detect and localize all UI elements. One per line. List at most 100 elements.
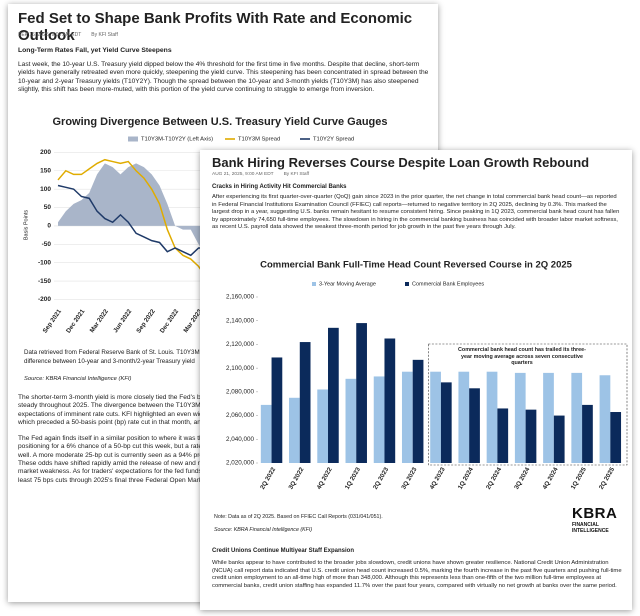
x-tick-label: 2Q 2025: [598, 466, 616, 491]
bar: [543, 372, 554, 463]
text-line: expectations of imminent rate cuts. KFI …: [18, 410, 203, 418]
y-tick-label: 2,020,000: [226, 460, 255, 467]
x-tick-label: Mar 2022: [89, 308, 110, 335]
bar: [356, 323, 367, 463]
bar: [317, 389, 329, 463]
bar: [345, 378, 357, 463]
text-line: steady throughout 2025. The divergence b…: [18, 402, 207, 410]
chart-source: Source: KBRA Financial Intelligence (KFI…: [24, 376, 132, 382]
x-tick-label: Dec 2021: [65, 308, 87, 335]
bar: [497, 408, 509, 463]
y-tick-label: 150: [40, 167, 51, 174]
subheading: Credit Unions Continue Multiyear Staff E…: [212, 548, 355, 554]
bar: [610, 412, 622, 463]
logo: KBRA FINANCIAL INTELLIGENCE: [572, 505, 617, 534]
bar: [271, 357, 283, 463]
area: [58, 163, 222, 260]
subheading: Long-Term Rates Fall, yet Yield Curve St…: [18, 47, 172, 54]
text-line: market weakness. As for traders' expecta…: [18, 468, 202, 476]
bar: [458, 371, 470, 463]
bar: [401, 371, 413, 463]
x-tick-label: Dec 2022: [159, 308, 181, 335]
date: AUG 21, 2025, 9:00 AM EDT: [212, 172, 274, 177]
note-line: Data retrieved from Federal Reserve Bank…: [24, 349, 200, 356]
bar: [260, 404, 272, 463]
x-tick-label: Sep 2022: [135, 308, 157, 335]
bar: [571, 372, 583, 463]
bar: [440, 382, 452, 463]
paragraph: Last week, the 10-year U.S. Treasury yie…: [18, 61, 429, 93]
x-tick-label: 2Q 2023: [372, 466, 390, 491]
text-line: least 75 bps cuts through 2025's final t…: [18, 476, 208, 484]
note-line: difference between 10-year and 3-month/2…: [24, 358, 195, 365]
y-tick-label: 2,060,000: [226, 412, 255, 419]
y-tick-label: 2,120,000: [226, 341, 255, 348]
article-meta: AUG 21, 2025, 9:00 AM EDT By KFI Staff: [212, 172, 319, 177]
paragraph: The Fed again finds itself in a similar …: [18, 435, 208, 485]
x-tick-label: 2Q 2022: [259, 466, 277, 491]
paragraph: The shorter-term 3-month yield is more c…: [18, 394, 208, 427]
y-tick-label: -50: [42, 241, 52, 248]
highlight-box: [428, 343, 628, 466]
line: [57, 184, 223, 262]
article-title: Bank Hiring Reverses Course Despite Loan…: [212, 155, 590, 170]
annotation: Commercial bank head count has trailed i…: [458, 347, 586, 367]
y-tick-label: 2,040,000: [226, 436, 255, 443]
chart-note: Note: Data as of 2Q 2025. Based on FFIEC…: [214, 514, 383, 520]
x-tick-label: 3Q 2022: [287, 466, 305, 491]
paragraph: While banks appear to have contributed t…: [212, 560, 622, 589]
x-tick-label: 4Q 2022: [316, 466, 334, 491]
y-tick-label: -150: [38, 278, 51, 285]
x-tick-label: 2Q 2024: [485, 466, 503, 491]
y-tick-label: 0: [47, 223, 51, 230]
article-title: Fed Set to Shape Bank Profits With Rate …: [18, 10, 413, 44]
bar: [328, 327, 339, 463]
legend-swatch: [128, 136, 138, 142]
x-tick-label: Jun 2022: [112, 308, 133, 335]
legend-swatch: [312, 282, 316, 286]
front-article: Commercial Bank Full-Time Head Count Rev…: [200, 150, 632, 610]
x-tick-label: Sep 2021: [42, 308, 64, 335]
bar: [430, 371, 441, 463]
body-text: The shorter-term 3-month yield is more c…: [18, 394, 208, 493]
x-tick-label: 1Q 2025: [570, 466, 588, 491]
legend-label: T10Y2Y Spread: [313, 137, 354, 143]
y-tick-label: 2,100,000: [226, 365, 255, 372]
subheading: Cracks in Hiring Activity Hit Commercial…: [212, 184, 347, 190]
y-axis-label: Basis Points: [23, 210, 29, 241]
bar: [582, 404, 593, 463]
bar: [553, 415, 565, 463]
chart-note: Data retrieved from Federal Reserve Bank…: [24, 348, 200, 366]
line: [57, 158, 223, 293]
bar: [299, 342, 311, 463]
bar: [469, 388, 480, 463]
bar: [412, 359, 424, 463]
y-tick-label: 2,080,000: [226, 389, 255, 396]
bar: [599, 375, 611, 463]
text-line: The shorter-term 3-month yield is more c…: [18, 394, 205, 401]
bar: [525, 409, 537, 463]
text-line: which preceded a 50-basis point (bp) rat…: [18, 418, 205, 426]
text-line: well. A more moderate 25-bp cut is curre…: [18, 451, 207, 459]
article-meta: SEP 16, 2025, 9:00 AM EDT By KFI Staff: [18, 32, 128, 38]
y-tick-label: 50: [44, 204, 52, 211]
legend-label: 3-Year Moving Average: [319, 281, 376, 287]
text-line: These odds have shifted rapidly amid the…: [18, 460, 204, 468]
chart-title: Growing Divergence Between U.S. Treasury…: [52, 116, 387, 128]
text-line: The Fed again finds itself in a similar …: [18, 435, 203, 443]
headcount-chart: Commercial Bank Full-Time Head Count Rev…: [226, 260, 628, 491]
x-tick-label: 3Q 2023: [400, 466, 418, 491]
author: By KFI Staff: [283, 172, 310, 177]
legend-label: T10Y3M Spread: [238, 137, 280, 143]
chart-title: Commercial Bank Full-Time Head Count Rev…: [260, 260, 573, 271]
y-tick-label: -200: [38, 296, 51, 303]
chart-source: Source: KBRA Financial Intelligence (KFI…: [214, 527, 313, 533]
text-line: positioning for a 6% chance of a 50-bp c…: [18, 443, 208, 451]
legend-label: Commercial Bank Employees: [412, 281, 484, 287]
x-tick-label: 4Q 2024: [541, 466, 559, 491]
legend-swatch: [405, 282, 409, 286]
bar: [514, 372, 526, 463]
legend-label: T10Y3M-T10Y2Y (Left Axis): [141, 137, 213, 143]
x-tick-label: 4Q 2023: [429, 466, 447, 491]
